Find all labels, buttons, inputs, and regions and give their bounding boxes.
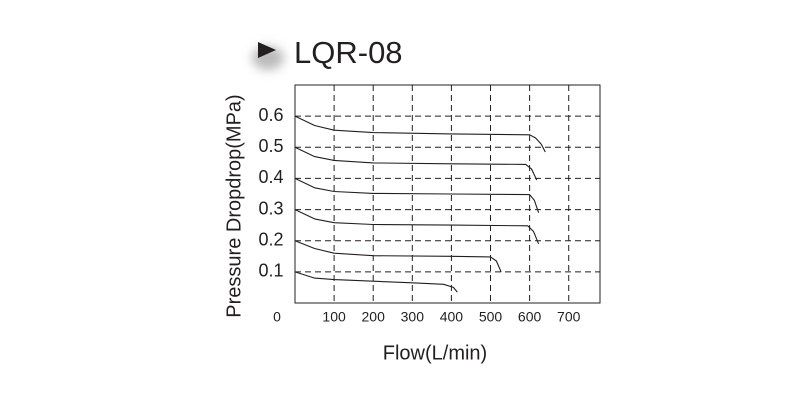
x-axis-label: Flow(L/min) [383,342,487,364]
flow-curve [294,271,458,293]
x-tick-label: 200 [362,309,386,325]
x-tick-label: 500 [479,309,503,325]
x-tick-label: 600 [518,309,542,325]
x-tick-label: 700 [557,309,581,325]
flow-curve [294,146,538,181]
flow-curve [294,177,540,213]
y-tick-label: 0.2 [258,229,283,249]
y-tick-label: 0.5 [258,136,283,156]
flow-curve [294,115,546,153]
x-tick-label: 0 [273,309,281,325]
y-axis-label: Pressure Dropdrop(MPa) [223,94,245,317]
x-tick-label: 400 [440,309,464,325]
flow-curve [294,240,502,273]
plot-frame [294,84,601,304]
y-tick-label: 0.6 [258,105,283,125]
y-tick-label: 0.1 [258,261,283,281]
x-tick-label: 100 [322,309,346,325]
title-marker [258,42,276,58]
x-tick-label: 300 [401,309,425,325]
y-tick-label: 0.3 [258,198,283,218]
y-tick-label: 0.4 [258,167,283,187]
flow-curve [294,209,540,245]
chart-title: LQR-08 [294,35,403,70]
